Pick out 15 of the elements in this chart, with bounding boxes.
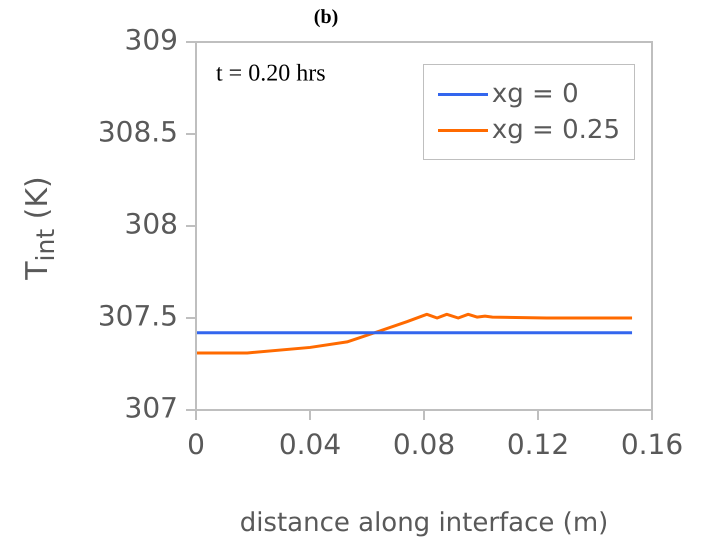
x-tick-label: 0.12 bbox=[506, 428, 570, 462]
x-tick-label: 0.08 bbox=[392, 428, 456, 462]
x-tick-label: 0.04 bbox=[278, 428, 342, 462]
x-axis-title: distance along interface (m) bbox=[240, 508, 608, 538]
legend-label: xg = 0.25 bbox=[492, 115, 620, 145]
annotation: t = 0.20 hrs bbox=[216, 60, 326, 86]
y-tick-label: 308 bbox=[124, 207, 178, 240]
legend-label: xg = 0 bbox=[492, 79, 579, 109]
y-tick-label: 309 bbox=[124, 23, 178, 56]
y-tick-label: 308.5 bbox=[98, 115, 178, 148]
x-tick-label: 0.16 bbox=[620, 428, 684, 462]
chart-title: (b) bbox=[314, 6, 338, 28]
y-tick-label: 307 bbox=[124, 391, 178, 424]
x-tick-label: 0 bbox=[187, 428, 205, 462]
y-tick-label: 307.5 bbox=[98, 299, 178, 332]
